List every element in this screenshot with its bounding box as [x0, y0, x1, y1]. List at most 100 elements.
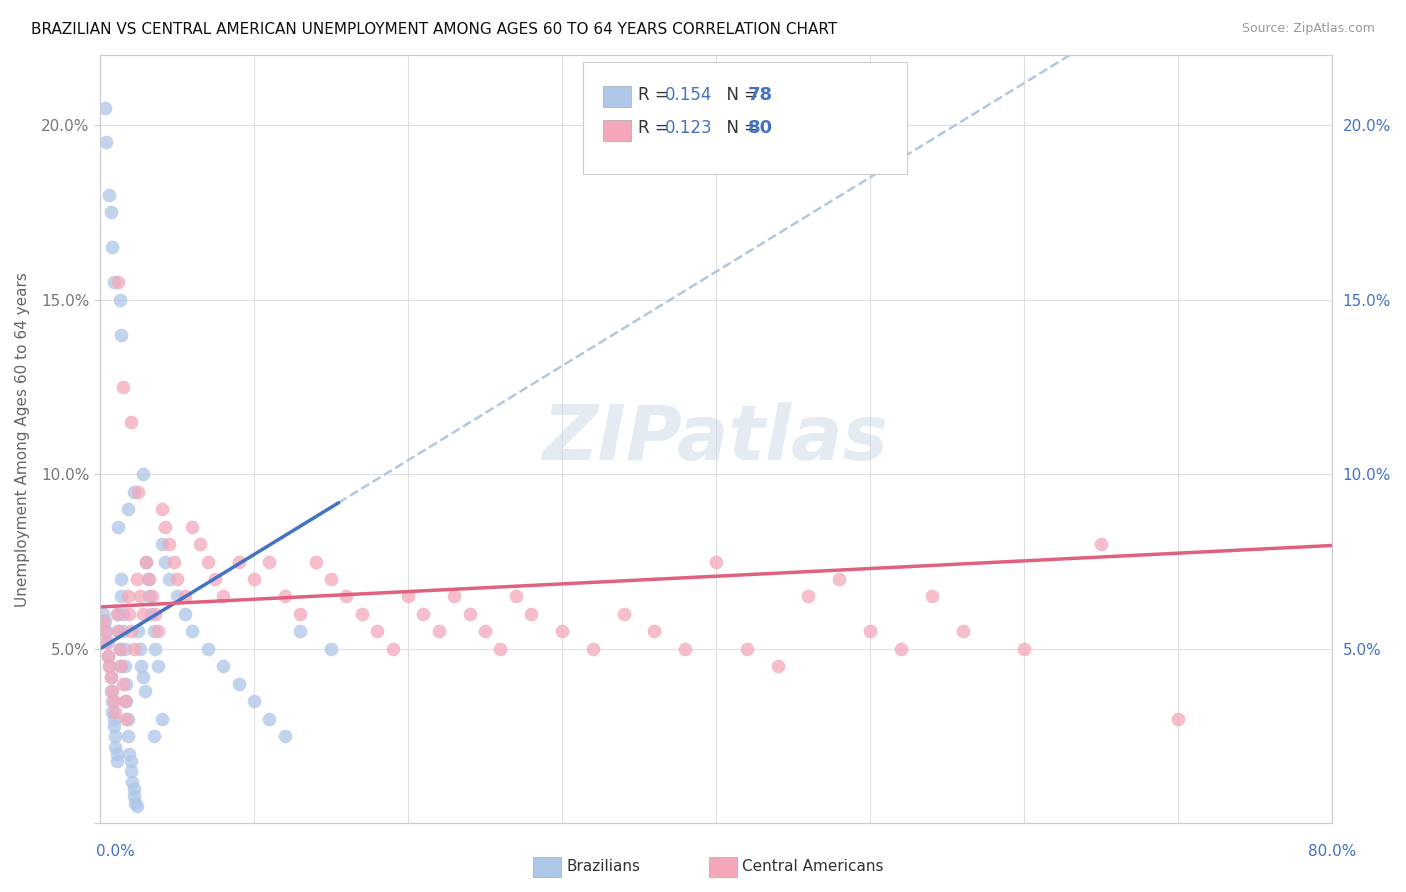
Point: [489, 641, 512, 656]
Point: [166, 590, 188, 604]
Point: [129, 590, 152, 604]
Point: [120, 764, 142, 778]
Point: [117, 712, 139, 726]
Point: [188, 537, 211, 551]
Point: [101, 683, 124, 698]
Point: [107, 519, 129, 533]
Point: [94, 136, 117, 150]
Point: [125, 572, 148, 586]
Point: [105, 607, 128, 621]
Point: [98, 659, 121, 673]
Point: [107, 275, 129, 289]
Text: 0.123: 0.123: [665, 120, 713, 137]
Point: [100, 670, 122, 684]
Point: [131, 659, 153, 673]
Point: [91, 607, 114, 621]
Point: [135, 555, 157, 569]
Point: [111, 677, 134, 691]
Point: [381, 641, 404, 656]
Point: [143, 607, 166, 621]
Point: [125, 799, 148, 814]
Point: [766, 659, 789, 673]
Point: [132, 607, 155, 621]
Point: [115, 677, 138, 691]
Point: [129, 641, 152, 656]
Point: [153, 519, 176, 533]
Point: [288, 607, 311, 621]
Point: [101, 705, 124, 719]
Point: [107, 624, 129, 639]
Point: [551, 624, 574, 639]
Point: [100, 670, 122, 684]
Point: [107, 624, 129, 639]
Point: [117, 729, 139, 743]
Point: [94, 635, 117, 649]
Point: [458, 607, 481, 621]
Point: [108, 641, 131, 656]
Point: [304, 555, 326, 569]
Point: [366, 624, 388, 639]
Point: [921, 590, 943, 604]
Point: [505, 590, 527, 604]
Point: [335, 590, 357, 604]
Point: [93, 101, 115, 115]
Point: [103, 694, 125, 708]
Point: [101, 240, 124, 254]
Text: 80.0%: 80.0%: [1309, 845, 1357, 859]
Point: [350, 607, 373, 621]
Point: [114, 694, 136, 708]
Point: [93, 614, 115, 628]
Point: [108, 293, 131, 307]
Point: [148, 659, 170, 673]
Point: [120, 415, 142, 429]
Text: N =: N =: [716, 120, 763, 137]
Point: [110, 327, 132, 342]
Point: [127, 624, 149, 639]
Point: [115, 712, 138, 726]
Point: [91, 614, 114, 628]
Point: [122, 484, 145, 499]
Point: [93, 624, 115, 639]
Point: [118, 607, 141, 621]
Point: [138, 590, 160, 604]
Text: N =: N =: [716, 86, 763, 103]
Point: [243, 694, 266, 708]
Point: [148, 624, 170, 639]
Point: [157, 572, 180, 586]
Point: [104, 729, 127, 743]
Point: [1090, 537, 1112, 551]
Point: [228, 555, 250, 569]
Point: [104, 739, 127, 754]
Point: [197, 555, 219, 569]
Point: [120, 754, 142, 768]
Point: [115, 694, 138, 708]
Point: [181, 624, 204, 639]
Point: [613, 607, 636, 621]
Point: [952, 624, 974, 639]
Point: [673, 641, 696, 656]
Point: [427, 624, 450, 639]
Point: [150, 712, 173, 726]
Point: [108, 641, 131, 656]
Point: [111, 624, 134, 639]
Point: [117, 502, 139, 516]
Point: [150, 502, 173, 516]
Text: BRAZILIAN VS CENTRAL AMERICAN UNEMPLOYMENT AMONG AGES 60 TO 64 YEARS CORRELATION: BRAZILIAN VS CENTRAL AMERICAN UNEMPLOYME…: [31, 22, 837, 37]
Point: [704, 555, 727, 569]
Point: [212, 659, 235, 673]
Text: Brazilians: Brazilians: [567, 859, 641, 873]
Point: [94, 624, 117, 639]
Point: [520, 607, 543, 621]
Point: [100, 683, 122, 698]
Point: [98, 659, 121, 673]
Point: [173, 590, 195, 604]
Point: [153, 555, 176, 569]
Text: Source: ZipAtlas.com: Source: ZipAtlas.com: [1241, 22, 1375, 36]
Text: 80: 80: [748, 120, 773, 137]
Point: [197, 641, 219, 656]
Point: [828, 572, 851, 586]
Text: R =: R =: [638, 86, 675, 103]
Point: [274, 590, 297, 604]
Point: [124, 796, 146, 810]
Point: [103, 275, 125, 289]
